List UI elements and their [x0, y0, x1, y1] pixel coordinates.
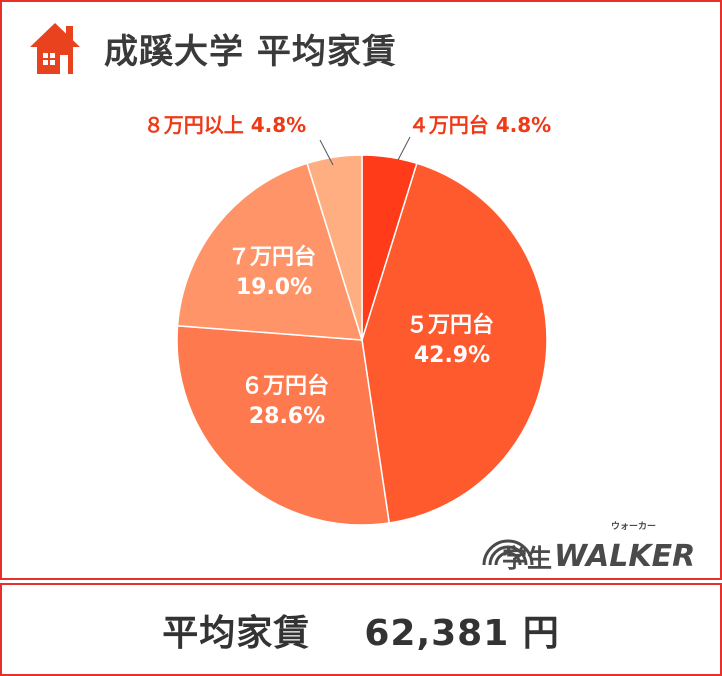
logo-brand-text: WALKER — [554, 539, 695, 573]
average-rent-bar: 平均家賃 62,381 円 — [0, 583, 722, 676]
logo-main-text: 学生 — [502, 544, 552, 573]
average-rent-label: 平均家賃 — [162, 612, 311, 654]
house-icon — [30, 23, 80, 74]
slice-value-label: 42.9% — [414, 343, 490, 368]
chart-panel — [0, 0, 722, 580]
page-title: 成蹊大学 平均家賃 — [104, 31, 397, 72]
slice-label: ６万円台 — [241, 373, 329, 399]
callout-leader-line — [397, 136, 411, 161]
pie-chart: ５万円台 42.9% ６万円台 28.6% ７万円台 19.0% ４万円台 4.8% ８万円以… — [144, 113, 551, 526]
pie-slice — [176, 162, 364, 341]
slice-label: ７万円台 — [228, 244, 316, 270]
callout-leader-line — [319, 139, 334, 166]
gakusei-walker-logo: 学生 ウォーカー WALKER — [482, 521, 695, 573]
pie-slice — [176, 324, 391, 526]
title-row: 成蹊大学 平均家賃 — [28, 18, 397, 78]
pie-slice — [306, 154, 363, 341]
logo-ruby-text: ウォーカー — [611, 521, 656, 532]
slice-value-label: 19.0% — [236, 275, 312, 300]
pie-slice — [361, 162, 548, 524]
slice-value-label: 28.6% — [249, 404, 325, 429]
average-rent-value: 62,381 円 — [364, 612, 560, 654]
slice-label: ５万円台 — [406, 312, 494, 338]
callout-label: ８万円以上 4.8% — [144, 113, 306, 137]
callout-label: ４万円台 4.8% — [409, 113, 551, 137]
